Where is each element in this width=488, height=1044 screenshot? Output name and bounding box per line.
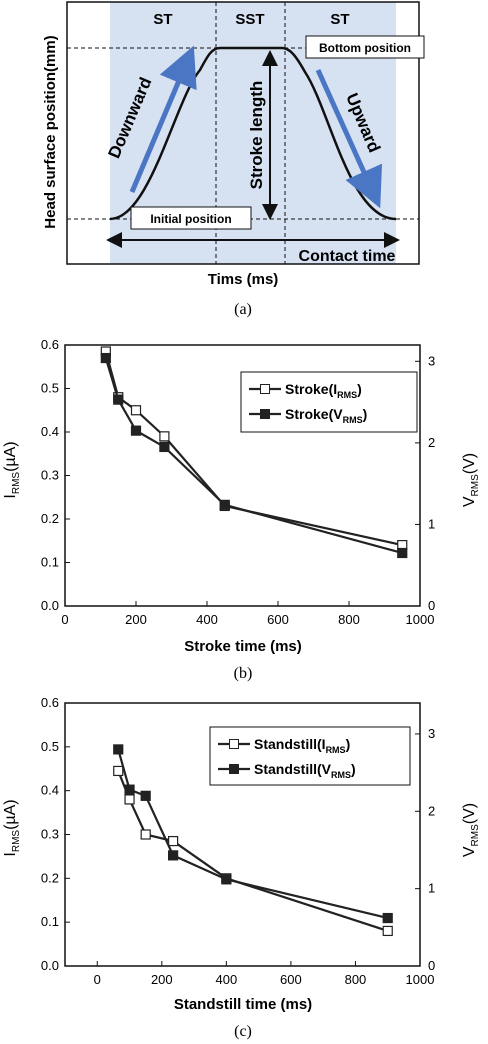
c-series-2-point [221,874,232,885]
c-series-1-point [168,835,179,847]
c-xtick-label: 600 [280,972,302,987]
b-legend-label-2: Stroke(VRMS) [285,406,367,425]
b-ytick-left-label: 0.2 [41,511,59,526]
c-legend-label-1: Standstill(IRMS) [254,736,350,755]
c-series-1-point [113,765,124,777]
b-series-line-2 [104,357,403,555]
c-xtick-label: 0 [94,972,101,987]
panel-c-ylabel-left: IRMS(µA) [2,799,22,856]
c-xtick-label: 200 [151,972,173,987]
b-xtick-label: 1000 [406,612,435,627]
c-ytick-left-label: 0.6 [41,695,59,710]
region-label-st-left: ST [153,11,172,28]
panel-b-chart: 0 200 400 600 800 1000 0.0 0.1 0.2 0.3 0.4 0.5 0.6 0 1… [2,337,481,682]
b-series-2-point [219,499,230,510]
c-ytick-left-label: 0.3 [41,827,59,842]
c-series-2-point [140,790,151,801]
b-ytick-left-label: 0.3 [41,468,59,483]
stroke-length-label: Stroke length [247,81,266,190]
c-series-line-2 [117,749,388,920]
panel-b-xlabel: Stroke time (ms) [184,638,302,655]
position-curve [109,46,397,221]
c-legend-label-2: Standstill(VRMS) [254,761,356,780]
initial-position-label: Initial position [150,212,231,226]
b-series-2-point [113,394,124,405]
c-xtick-label: 800 [345,972,367,987]
c-ytick-left-label: 0.4 [41,783,59,798]
c-series-1-point [382,925,393,937]
panel-a-caption: (a) [234,301,252,318]
bottom-position-box [305,35,425,59]
b-series-1-point [159,431,170,442]
region-label-st-right: ST [330,11,349,28]
c-series-2-point [382,912,393,924]
b-series-2-point [130,425,142,436]
upward-arrow [315,68,383,209]
contact-time-label: Contact time [299,248,396,265]
b-ytick-left-label: 0.5 [41,381,59,396]
b-xtick-label: 400 [196,612,218,627]
c-ytick-right-label: 2 [428,803,435,818]
bottom-position-label: Bottom position [319,41,411,55]
downward-arrow [129,45,197,193]
b-legend-label-1: Stroke(IRMS) [285,381,362,400]
c-ytick-right-label: 1 [428,881,435,896]
panel-b-caption: (b) [234,665,253,682]
c-series-2-point [168,850,179,861]
b-legend-marker-1 [260,384,270,394]
b-legend-marker-2 [260,409,270,419]
b-xtick-label: 800 [338,612,360,627]
panel-b-ylabel-right: VRMS(V) [461,453,481,507]
panel-a-frame [66,1,420,265]
panel-a-diagram: ST SST ST Bottom position Initial positi… [42,1,425,318]
b-legend-box [240,371,418,433]
b-series-2-point [397,547,408,559]
b-xtick-label: 600 [267,612,289,627]
panel-b-ylabel-left: IRMS(µA) [2,441,22,498]
panel-c-ylabel-right: VRMS(V) [461,803,481,857]
c-series-2-point [113,744,124,755]
c-ytick-left-label: 0.1 [41,914,59,929]
c-ytick-left-label: 0.5 [41,739,59,754]
b-series-1-point [130,405,142,416]
b-ytick-right-label: 3 [428,353,435,368]
c-ytick-left-label: 0.2 [41,870,59,885]
b-ytick-left-label: 0.1 [41,555,59,570]
region-label-sst: SST [235,11,264,28]
b-series-2-point [100,352,111,364]
c-ytick-right-label: 3 [428,726,435,741]
b-ytick-right-label: 0 [428,598,435,613]
panel-a-ylabel: Head surface position(mm) [42,35,59,228]
c-legend-box [209,726,411,786]
b-ytick-right-label: 1 [428,516,435,531]
c-series-line-1 [117,770,389,932]
c-legend-marker-1 [229,739,239,749]
c-series-2-point [124,784,135,795]
c-xtick-label: 400 [216,972,238,987]
panel-c-chart: 0 200 400 600 800 1000 0.0 0.1 0.2 0.3 0.4 0.5 0.6 0 1… [2,695,481,1040]
panel-c-caption: (c) [234,1023,252,1040]
c-ytick-left-label: 0.0 [41,958,59,973]
b-ytick-left-label: 0.4 [41,424,59,439]
b-ytick-left-label: 0.6 [41,337,59,352]
c-series-1-point [124,794,135,805]
b-series-2-point [159,441,170,453]
c-series-1-point [140,829,151,840]
c-xtick-label: 1000 [406,972,435,987]
c-ytick-right-label: 0 [428,958,435,973]
c-legend-marker-2 [229,764,239,774]
panel-a-xlabel: Tims (ms) [208,271,279,288]
b-ytick-left-label: 0.0 [41,598,59,613]
initial-position-box [130,206,252,230]
b-ytick-right-label: 2 [428,435,435,450]
panel-c-xlabel: Standstill time (ms) [174,996,312,1013]
b-xtick-label: 0 [61,612,68,627]
b-xtick-label: 200 [125,612,147,627]
